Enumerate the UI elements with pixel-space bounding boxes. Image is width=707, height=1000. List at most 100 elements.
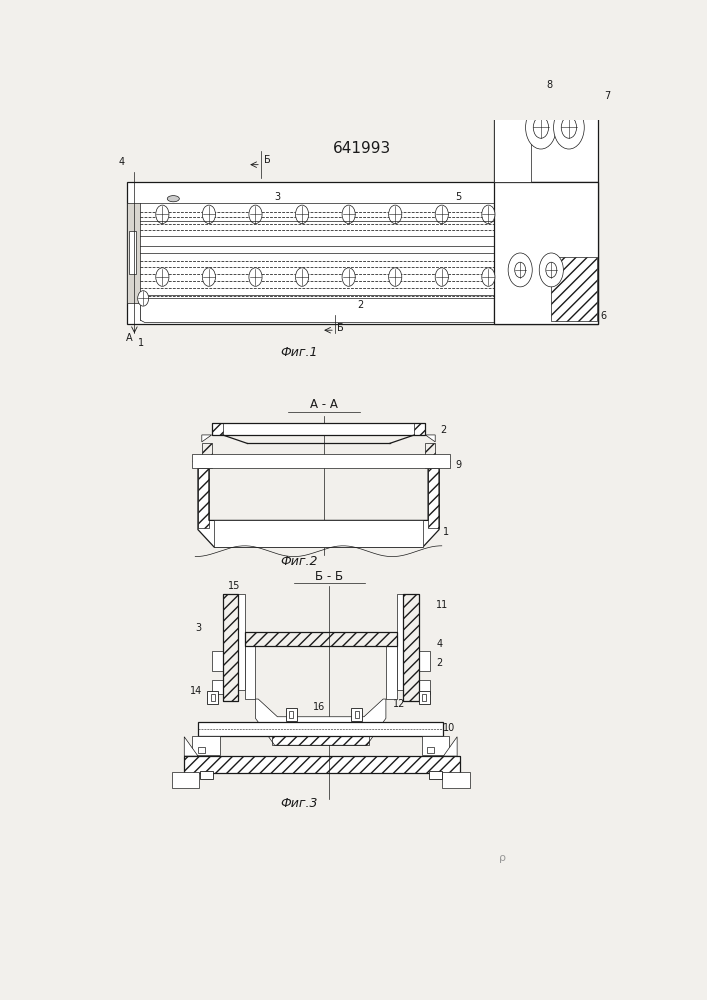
Text: 1: 1 bbox=[138, 338, 144, 348]
Circle shape bbox=[249, 205, 262, 224]
Bar bbox=[428, 468, 439, 528]
Circle shape bbox=[554, 106, 584, 149]
Polygon shape bbox=[198, 468, 439, 547]
Bar bbox=[245, 646, 255, 699]
Bar bbox=[421, 736, 449, 755]
Text: 641993: 641993 bbox=[333, 141, 392, 156]
Text: Фиг.3: Фиг.3 bbox=[280, 797, 317, 810]
Circle shape bbox=[389, 205, 402, 224]
Bar bbox=[185, 756, 460, 773]
Bar bbox=[245, 632, 397, 646]
Bar bbox=[404, 594, 419, 701]
Text: ρ: ρ bbox=[499, 853, 506, 863]
Bar bbox=[211, 423, 223, 435]
Bar bbox=[426, 460, 436, 468]
Bar bbox=[386, 646, 397, 699]
Bar bbox=[397, 594, 404, 690]
Bar bbox=[201, 443, 211, 463]
Text: 9: 9 bbox=[455, 460, 462, 470]
Bar bbox=[427, 747, 433, 753]
Bar bbox=[494, 182, 598, 324]
Bar bbox=[185, 756, 460, 773]
Bar bbox=[211, 651, 223, 671]
Circle shape bbox=[533, 117, 549, 138]
Polygon shape bbox=[255, 699, 386, 745]
Bar bbox=[443, 772, 469, 788]
Text: 10: 10 bbox=[443, 723, 456, 733]
Bar bbox=[198, 747, 204, 753]
Bar bbox=[414, 423, 426, 435]
Circle shape bbox=[296, 268, 309, 286]
Text: 2: 2 bbox=[357, 300, 363, 310]
Text: 14: 14 bbox=[189, 686, 202, 696]
Circle shape bbox=[156, 205, 169, 224]
Text: 5: 5 bbox=[455, 192, 462, 202]
Circle shape bbox=[539, 253, 563, 287]
Bar bbox=[355, 711, 359, 718]
Polygon shape bbox=[443, 737, 457, 756]
Circle shape bbox=[249, 268, 262, 286]
Text: Фиг.2: Фиг.2 bbox=[280, 555, 317, 568]
Bar bbox=[245, 632, 397, 646]
Bar bbox=[494, 82, 598, 182]
Circle shape bbox=[342, 268, 355, 286]
Bar bbox=[211, 423, 426, 435]
Text: Б: Б bbox=[264, 155, 271, 165]
Circle shape bbox=[342, 205, 355, 224]
Polygon shape bbox=[426, 435, 436, 442]
Bar bbox=[129, 231, 136, 274]
Text: 2: 2 bbox=[440, 425, 447, 435]
Circle shape bbox=[202, 205, 216, 224]
Text: 3: 3 bbox=[275, 192, 281, 202]
Text: Б - Б: Б - Б bbox=[315, 570, 344, 583]
Text: 4: 4 bbox=[436, 639, 443, 649]
Circle shape bbox=[515, 262, 526, 278]
Text: 1: 1 bbox=[443, 527, 450, 537]
Bar bbox=[141, 295, 494, 320]
Circle shape bbox=[156, 268, 169, 286]
Circle shape bbox=[561, 117, 577, 138]
Bar bbox=[211, 680, 223, 694]
Polygon shape bbox=[214, 520, 423, 547]
Bar bbox=[426, 443, 436, 463]
Polygon shape bbox=[185, 737, 198, 756]
Circle shape bbox=[436, 205, 448, 224]
Bar bbox=[192, 736, 220, 755]
Text: 2: 2 bbox=[436, 658, 443, 668]
Circle shape bbox=[508, 253, 532, 287]
Circle shape bbox=[296, 205, 309, 224]
Bar bbox=[351, 708, 363, 721]
Circle shape bbox=[138, 291, 148, 306]
Bar bbox=[198, 722, 443, 736]
Circle shape bbox=[525, 106, 556, 149]
Bar bbox=[201, 460, 211, 468]
Bar bbox=[172, 772, 199, 788]
Text: 3: 3 bbox=[195, 623, 201, 633]
Bar bbox=[494, 110, 530, 182]
Bar bbox=[494, 82, 530, 110]
Text: 8: 8 bbox=[546, 80, 552, 90]
Bar bbox=[223, 594, 238, 701]
Text: А: А bbox=[126, 333, 133, 343]
Bar bbox=[198, 468, 209, 528]
Text: 12: 12 bbox=[392, 699, 405, 709]
Bar bbox=[127, 182, 598, 324]
Polygon shape bbox=[141, 298, 494, 323]
Bar bbox=[286, 708, 297, 721]
Bar bbox=[289, 711, 293, 718]
Bar bbox=[127, 203, 141, 303]
Bar bbox=[419, 651, 430, 671]
Bar bbox=[428, 771, 443, 779]
Text: 4: 4 bbox=[119, 157, 124, 167]
Polygon shape bbox=[201, 435, 211, 442]
Text: 6: 6 bbox=[601, 311, 607, 321]
Circle shape bbox=[389, 268, 402, 286]
Circle shape bbox=[481, 205, 495, 224]
Text: А - А: А - А bbox=[310, 398, 338, 411]
Circle shape bbox=[481, 268, 495, 286]
Bar bbox=[419, 691, 430, 704]
Bar bbox=[272, 731, 370, 745]
Circle shape bbox=[436, 268, 448, 286]
Text: 7: 7 bbox=[604, 91, 611, 101]
Circle shape bbox=[546, 262, 557, 278]
